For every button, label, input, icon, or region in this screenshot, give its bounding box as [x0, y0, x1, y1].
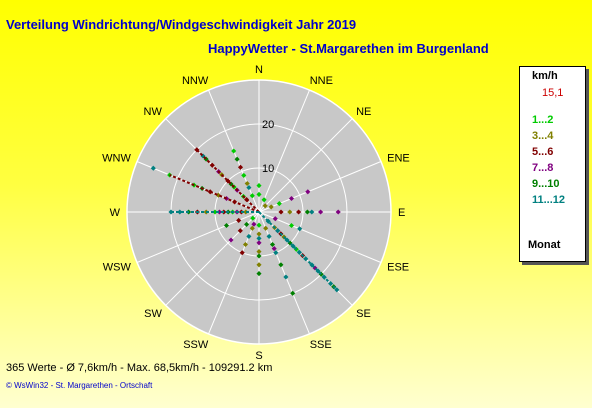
grid-spoke	[258, 89, 310, 213]
direction-label-nnw: NNW	[182, 75, 209, 87]
data-point-12	[256, 222, 262, 228]
data-point-910	[223, 222, 230, 229]
radial-tick-20: 20	[262, 119, 274, 131]
grid-spoke	[258, 118, 353, 213]
data-point-56	[239, 250, 245, 256]
copyright: © WsWin32 - St. Margarethen - Ortschaft	[6, 381, 153, 390]
direction-label-e: E	[398, 207, 405, 219]
direction-label-w: W	[110, 207, 121, 219]
data-point-1112	[246, 185, 252, 191]
grid-spoke	[258, 211, 310, 335]
grid-spoke	[258, 211, 382, 263]
data-point-56	[236, 217, 242, 223]
direction-label-ssw: SSW	[183, 339, 209, 351]
direction-label-wnw: WNW	[102, 152, 131, 164]
legend-item-6: 11...12	[532, 194, 566, 206]
data-point-1112	[283, 274, 289, 280]
data-point-34	[242, 241, 249, 248]
legend-item-3: 5...6	[532, 146, 554, 158]
data-point-1112	[177, 209, 183, 215]
direction-label-nne: NNE	[310, 75, 333, 87]
data-point-910	[278, 262, 284, 268]
legend-unit: km/h	[532, 70, 558, 82]
data-point-34	[268, 204, 274, 210]
data-point-34	[249, 225, 255, 231]
direction-label-ne: NE	[356, 106, 371, 118]
grid-spoke	[208, 211, 260, 335]
data-point-56	[237, 164, 244, 170]
data-point-12	[212, 209, 218, 215]
chart-subtitle: HappyWetter - St.Margarethen im Burgenla…	[208, 41, 489, 56]
data-point-34	[256, 249, 262, 255]
legend-item-2: 3...4	[532, 130, 554, 142]
legend: km/h 15,1 1...2 3...4 5...6 7...8 9...10…	[519, 66, 586, 262]
grid-spoke	[165, 211, 260, 306]
data-point-1112	[309, 209, 315, 215]
data-point-1112	[334, 287, 340, 293]
data-point-12	[288, 222, 295, 229]
data-point-12	[241, 172, 247, 178]
direction-label-sse: SSE	[310, 339, 332, 351]
direction-label-s: S	[255, 350, 262, 362]
direction-label-ese: ESE	[387, 262, 409, 274]
data-point-910	[244, 221, 250, 227]
data-point-78	[305, 189, 311, 195]
data-point-78	[288, 195, 295, 202]
data-point-78	[228, 237, 234, 243]
data-point-1112	[266, 233, 272, 239]
data-point-910	[256, 271, 262, 277]
direction-label-ene: ENE	[387, 152, 410, 164]
data-point-12	[276, 201, 282, 207]
statistics-footer: 365 Werte - Ø 7,6km/h - Max. 68,5km/h - …	[6, 362, 273, 374]
data-point-910	[304, 209, 310, 215]
direction-label-n: N	[255, 64, 263, 76]
data-point-12	[256, 183, 262, 189]
data-point-12	[250, 215, 256, 221]
data-point-12	[249, 193, 255, 199]
data-point-1112	[273, 250, 279, 256]
data-streak	[169, 174, 260, 213]
data-point-34	[256, 231, 262, 237]
data-point-910	[234, 156, 240, 162]
data-point-34	[287, 209, 293, 215]
data-point-78	[272, 216, 278, 222]
data-point-34	[256, 262, 262, 268]
radial-tick-10: 10	[262, 163, 274, 175]
data-point-78	[251, 221, 257, 227]
legend-item-1: 1...2	[532, 114, 554, 126]
data-point-12	[231, 148, 237, 154]
data-point-1112	[150, 165, 156, 171]
legend-item-4: 7...8	[532, 162, 554, 174]
data-point-56	[237, 228, 243, 234]
direction-label-nw: NW	[144, 106, 163, 118]
data-point-78	[216, 209, 222, 215]
direction-label-sw: SW	[144, 308, 162, 320]
direction-label-wsw: WSW	[103, 262, 132, 274]
direction-labels: N NNE NE ENE E ESE SE SSE S SSW SW WSW W WNW NW NNW	[102, 64, 410, 362]
data-point-910	[290, 290, 296, 296]
radial-tick-labels: 10 20	[262, 119, 274, 175]
data-point-910	[269, 241, 276, 248]
legend-max-value: 15,1	[542, 87, 564, 99]
legend-footer: Monat	[528, 239, 561, 251]
data-point-34	[244, 180, 250, 187]
data-point-56	[278, 209, 284, 215]
data-point-78	[256, 240, 262, 246]
data-point-34	[243, 209, 249, 215]
chart-title: Verteilung Windrichtung/Windgeschwindigk…	[6, 17, 357, 32]
direction-label-se: SE	[356, 308, 371, 320]
data-streak	[258, 211, 338, 291]
legend-item-5: 9...10	[532, 178, 560, 190]
